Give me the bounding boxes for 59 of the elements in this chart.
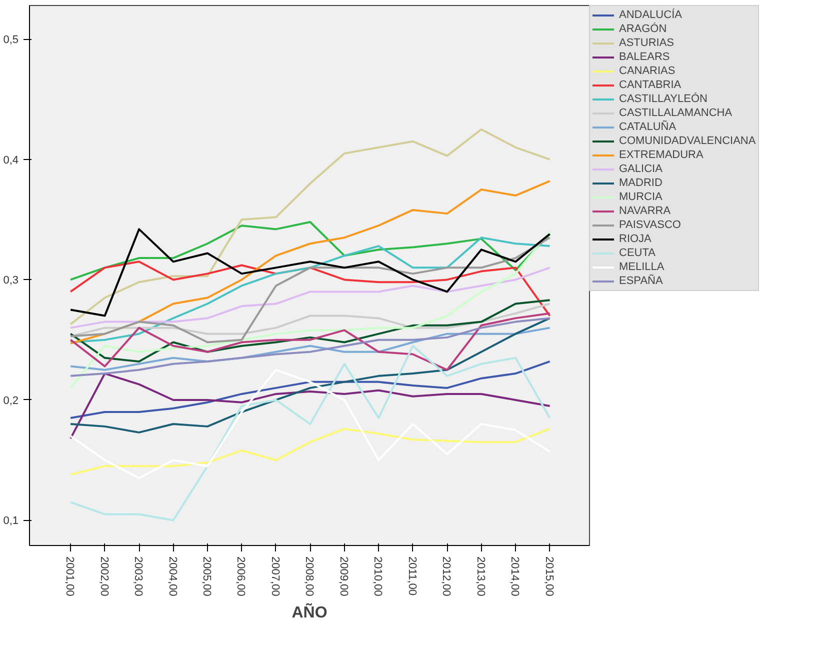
line-series [70,266,551,329]
line-series [70,372,551,440]
line-series [70,220,551,281]
legend-label: EXTREMADURA [619,149,704,161]
x-tick-label: 2005,00 [200,556,212,596]
legend-label: CASTILLAYLEÓN [619,93,708,105]
y-tick-label: 0,2 [3,394,19,407]
legend-label: CANTABRIA [619,79,682,91]
line-series [70,428,551,476]
legend-label: CANARIAS [619,65,676,77]
x-tick-label: 2002,00 [98,556,110,596]
x-axis-title: AÑO [292,602,328,622]
legend-label: PAISVASCO [619,219,681,231]
y-tick-label: 0,3 [3,274,19,287]
legend-label: MADRID [619,177,662,189]
legend-label: ANDALUCÍA [619,9,682,21]
line-series [70,312,551,371]
x-tick-label: 2004,00 [166,556,178,596]
y-tick-label: 0,4 [3,154,19,166]
line-series [70,260,551,317]
legend-label: ASTURIAS [619,37,674,49]
line-series [70,299,551,362]
x-tick-label: 2011,00 [406,556,418,596]
legend-label: ESPAÑA [619,275,663,287]
line-series [70,128,551,326]
x-tick-label: 2006,00 [234,556,247,596]
x-tick-label: 2003,00 [132,556,144,596]
line-series [70,317,551,434]
legend-label: GALICIA [619,163,662,175]
legend-label: COMUNIDADVALENCIANA [619,135,756,147]
legend-label: ARAGÓN [619,23,667,35]
legend-label: NAVARRA [619,205,671,217]
line-series [70,317,551,377]
line-series [70,326,551,371]
line-series [70,236,551,344]
legend-label: BALEARS [619,51,670,63]
y-tick-label: 0,1 [3,515,19,528]
y-tick-label: 0,5 [3,34,19,46]
x-tick-label: 2014,00 [508,556,521,596]
x-tick-label: 2008,00 [303,556,316,596]
line-series [70,360,551,420]
line-series [70,230,551,389]
line-series [70,228,551,317]
x-tick-label: 2015,00 [542,556,555,596]
legend-label: CEUTA [619,247,656,259]
x-tick-label: 2009,00 [337,556,350,596]
line-series [70,344,551,522]
x-tick-label: 2010,00 [372,556,384,596]
x-tick-label: 2013,00 [474,556,486,596]
line-series [70,368,551,480]
legend-label: CATALUÑA [619,121,676,133]
legend-label: MURCIA [619,191,662,203]
x-tick-label: 2012,00 [440,556,452,596]
line-series [70,180,551,344]
legend-label: RIOJA [619,233,652,245]
legend-label: MELILLA [619,261,664,273]
x-tick-label: 2007,00 [268,556,281,596]
x-tick-label: 2001,00 [64,556,76,596]
legend-label: CASTILLALAMANCHA [619,107,732,119]
